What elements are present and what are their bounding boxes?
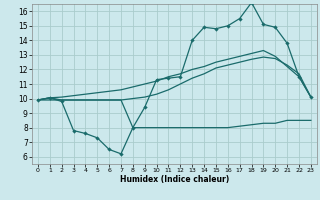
X-axis label: Humidex (Indice chaleur): Humidex (Indice chaleur) xyxy=(120,175,229,184)
